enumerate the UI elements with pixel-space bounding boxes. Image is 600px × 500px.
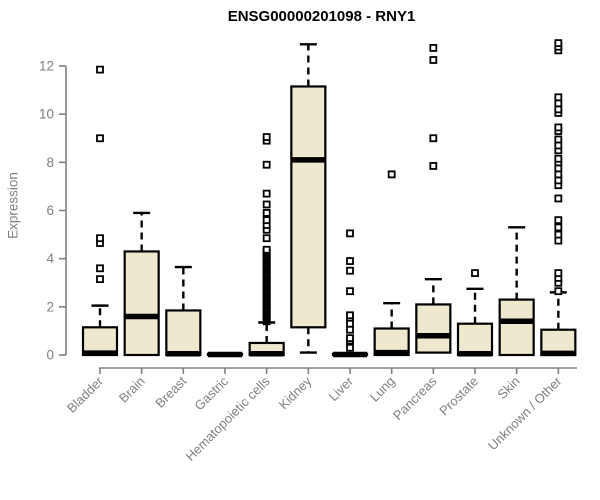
outlier-point	[429, 56, 438, 64]
x-tick-label: Brain	[116, 374, 148, 406]
outlier-point	[471, 269, 479, 278]
outlier-point	[554, 123, 563, 132]
box-pancreas	[415, 44, 452, 354]
box-prostate	[456, 269, 494, 357]
x-tick-label: Kidney	[276, 373, 315, 412]
outlier-point	[554, 99, 563, 108]
outlier-point	[387, 170, 396, 179]
outlier-point	[346, 287, 354, 296]
outlier-point	[96, 134, 104, 143]
outlier-point	[262, 234, 271, 243]
y-tick-label: 6	[46, 203, 54, 218]
outlier-point	[96, 275, 104, 284]
box-bladder	[81, 65, 119, 357]
outlier-point	[554, 223, 563, 232]
outlier-point	[554, 216, 563, 225]
box-rect	[165, 309, 202, 357]
chart-title: ENSG00000201098 - RNY1	[227, 8, 416, 25]
outlier-point	[346, 257, 354, 265]
outlier-point	[96, 264, 104, 273]
box-rect	[290, 85, 327, 329]
y-tick-label: 8	[46, 155, 54, 170]
outlier-point	[346, 325, 354, 334]
box-breast	[165, 265, 202, 357]
outlier-point	[346, 319, 354, 328]
outlier-point	[262, 200, 271, 209]
outlier-point	[262, 245, 271, 254]
outlier-point	[554, 194, 563, 203]
outlier-point	[96, 234, 104, 243]
x-tick-label: Bladder	[64, 373, 107, 416]
box-gastric	[206, 351, 244, 358]
x-tick-label: Unknown / Other	[485, 373, 565, 453]
y-axis: 0 2 4 6 8 10 12	[39, 59, 67, 363]
box-brain	[123, 211, 160, 357]
outlier-point	[346, 266, 354, 275]
outlier-point	[554, 170, 563, 179]
x-tick-label: Skin	[494, 374, 522, 402]
y-tick-label: 2	[46, 299, 54, 314]
outlier-point	[554, 230, 563, 239]
x-tick-label: Pancreas	[390, 373, 440, 423]
y-tick-label: 12	[39, 59, 54, 74]
box-hematopoietic-cells	[248, 133, 285, 357]
outlier-point	[346, 229, 354, 238]
outlier-point	[554, 287, 563, 296]
outlier-point	[554, 269, 563, 278]
outlier-point	[554, 176, 563, 185]
box-lung	[373, 170, 410, 357]
outlier-point	[554, 93, 563, 102]
box-unknown-other	[540, 39, 577, 357]
y-tick-label: 10	[39, 107, 54, 122]
outlier-point	[262, 160, 271, 169]
outlier-point	[346, 334, 354, 343]
outlier-point	[429, 134, 438, 143]
box-kidney	[290, 43, 327, 354]
outlier-point	[262, 189, 271, 198]
y-tick-label: 0	[46, 348, 54, 363]
outlier-point	[262, 209, 271, 217]
outlier-point	[346, 343, 354, 352]
x-tick-label: Liver	[326, 373, 357, 404]
outlier-point	[96, 65, 104, 74]
outlier-point	[554, 164, 563, 173]
outlier-point	[346, 311, 354, 320]
outlier-point	[262, 133, 271, 141]
outlier-point	[429, 162, 438, 170]
outlier-point	[554, 39, 563, 48]
outlier-point	[262, 216, 271, 225]
x-tick-label: Breast	[152, 373, 189, 410]
x-tick-label: Prostate	[436, 374, 481, 419]
x-tick-label: Gastric	[191, 373, 231, 413]
outlier-point	[554, 154, 563, 163]
box-liver	[331, 229, 369, 358]
box-rect	[498, 298, 535, 357]
outlier-point	[554, 141, 563, 150]
box-rect	[456, 322, 494, 357]
y-tick-label: 4	[46, 251, 54, 266]
outlier-point	[554, 105, 563, 114]
box-skin	[498, 226, 535, 357]
outlier-point	[429, 44, 438, 52]
x-tick-label: Lung	[367, 374, 398, 405]
box-rect	[123, 250, 160, 357]
outlier-point	[554, 135, 563, 144]
outlier-point	[554, 236, 563, 245]
box-rect	[415, 303, 452, 354]
